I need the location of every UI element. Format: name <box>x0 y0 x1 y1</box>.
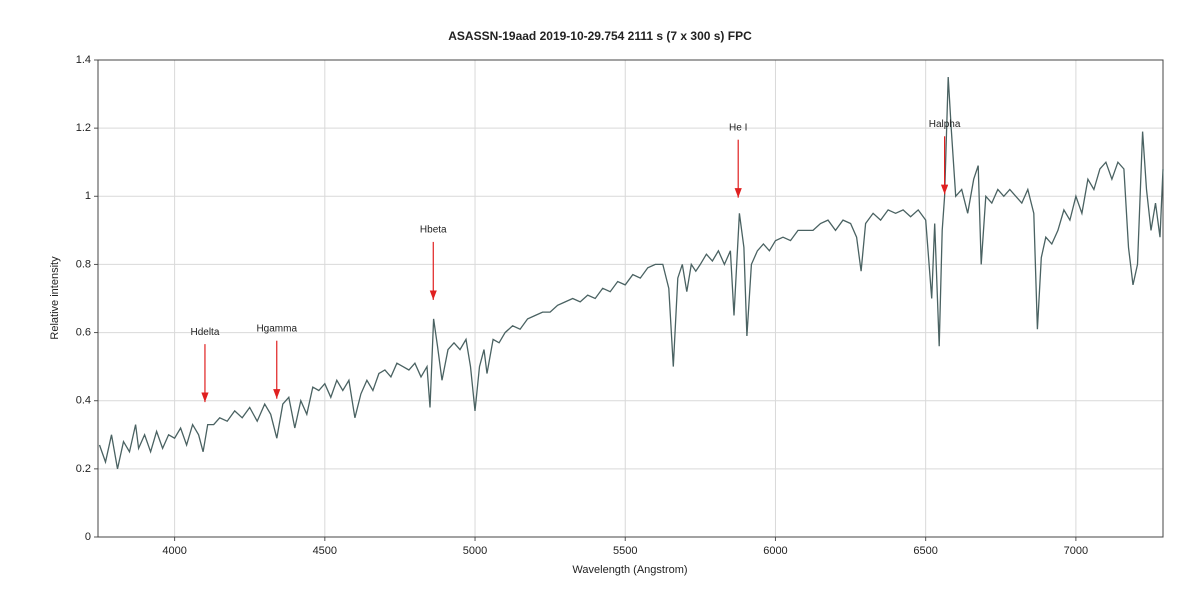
y-tick-label: 0.6 <box>76 326 91 338</box>
x-axis-label: Wavelength (Angstrom) <box>572 564 687 576</box>
x-tick-label: 5000 <box>463 545 487 557</box>
y-tick-label: 0.8 <box>76 258 91 270</box>
annotation-label: Hdelta <box>190 327 219 338</box>
x-tick-label: 6500 <box>913 545 937 557</box>
annotation-label: He I <box>729 122 747 133</box>
chart-title: ASASSN-19aad 2019-10-29.754 2111 s (7 x … <box>448 29 752 43</box>
y-axis-label: Relative intensity <box>49 256 61 340</box>
annotation-label: Halpha <box>929 119 961 130</box>
y-tick-label: 0.4 <box>76 395 91 407</box>
y-tick-label: 1 <box>85 190 91 202</box>
x-tick-label: 4000 <box>162 545 186 557</box>
y-tick-label: 0.2 <box>76 463 91 475</box>
y-tick-label: 0 <box>85 531 91 543</box>
plot-frame <box>97 59 1164 538</box>
annotation-label: Hgamma <box>256 323 297 334</box>
x-tick-label: 7000 <box>1064 545 1088 557</box>
annotation-label: Hbeta <box>420 225 447 236</box>
spectrum-line <box>98 76 1164 470</box>
y-tick-label: 1.4 <box>76 54 91 66</box>
x-tick-label: 5500 <box>613 545 637 557</box>
x-tick-label: 4500 <box>313 545 337 557</box>
y-tick-label: 1.2 <box>76 122 91 134</box>
x-tick-label: 6000 <box>763 545 787 557</box>
